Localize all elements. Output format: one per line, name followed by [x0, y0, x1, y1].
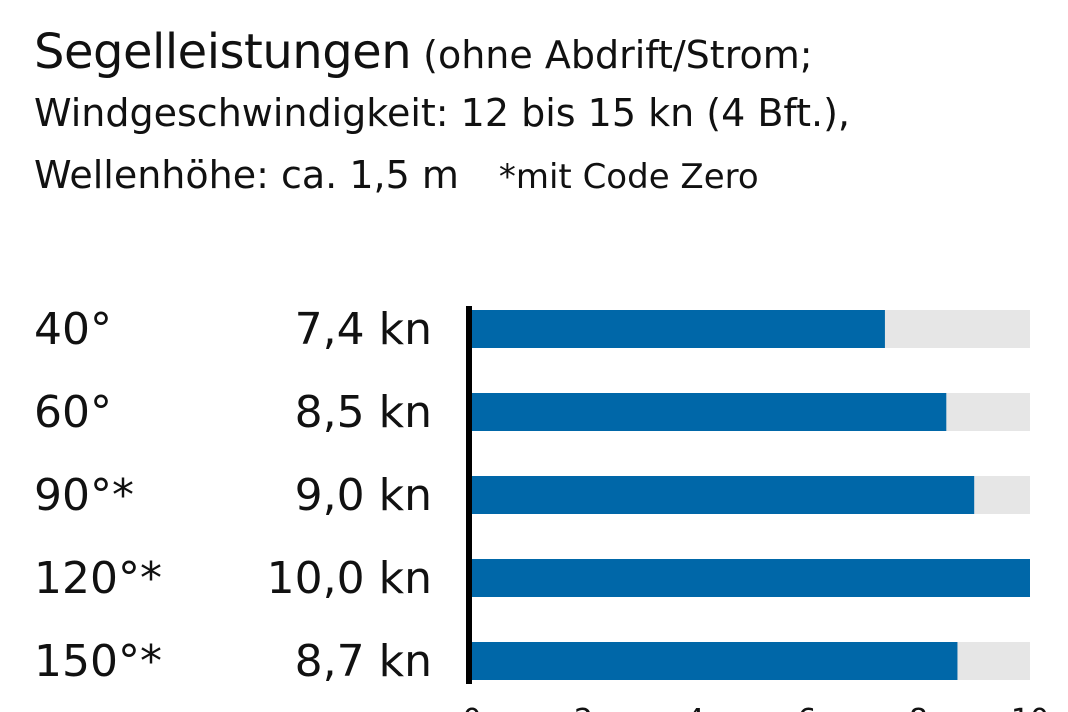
value-label: 7,4 kn	[295, 304, 432, 355]
bar	[472, 476, 975, 514]
chart-footnote: *mit Code Zero	[498, 157, 759, 197]
x-tick-label: 8	[909, 703, 928, 712]
x-tick-label: 0	[462, 703, 481, 712]
bar-chart: 40° 7,4 kn 60° 8,5 kn 90°* 9,0 kn 120°* 10,0 kn…	[34, 304, 1049, 712]
x-tick-label: 4	[686, 703, 705, 712]
x-tick-label: 6	[797, 703, 816, 712]
category-label: 150°*	[34, 636, 162, 687]
bar	[472, 393, 947, 431]
title-line: Segelleistungen (ohne Abdrift/Strom;	[34, 28, 1034, 76]
category-label: 40°	[34, 304, 112, 355]
subtitle-line-waves: Wellenhöhe: ca. 1,5 m *mit Code Zero	[34, 156, 1034, 194]
value-label: 9,0 kn	[295, 470, 432, 521]
y-axis-line	[466, 306, 472, 684]
chart-header: Segelleistungen (ohne Abdrift/Strom; Wind…	[34, 28, 1034, 194]
bar	[472, 559, 1030, 597]
x-tick-label: 2	[574, 703, 593, 712]
category-label: 60°	[34, 387, 112, 438]
bar	[472, 642, 958, 680]
category-label: 120°*	[34, 553, 162, 604]
x-tick-label: 10	[1011, 703, 1049, 712]
chart-title-note: (ohne Abdrift/Strom;	[423, 33, 813, 77]
value-label: 8,5 kn	[295, 387, 432, 438]
chart-title: Segelleistungen	[34, 24, 412, 80]
chart-subtitle-wind: Windgeschwindigkeit: 12 bis 15 kn (4 Bft…	[34, 91, 850, 135]
bar	[472, 310, 885, 348]
value-label: 8,7 kn	[295, 636, 432, 687]
category-label: 90°*	[34, 470, 134, 521]
chart-subtitle-waves: Wellenhöhe: ca. 1,5 m	[34, 153, 459, 197]
value-label: 10,0 kn	[267, 553, 432, 604]
